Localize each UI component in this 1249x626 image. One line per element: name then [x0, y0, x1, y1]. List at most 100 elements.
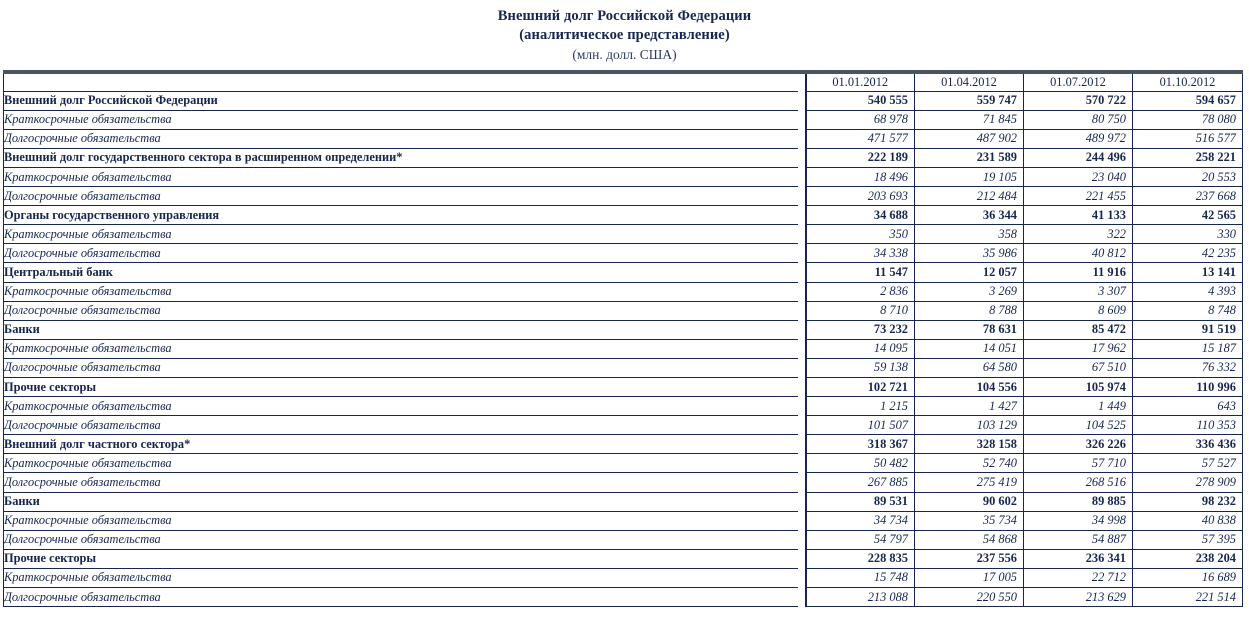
row-value: 278 909: [1132, 472, 1243, 493]
row-value: 237 556: [914, 549, 1024, 569]
table-row: Долгосрочные обязательства 54 797 54 868 54…: [3, 530, 1243, 550]
row-value: 322: [1023, 224, 1133, 245]
row-spacer-cell: [797, 492, 807, 512]
row-value: 80 750: [1023, 110, 1133, 130]
row-spacer-cell: [797, 224, 807, 244]
row-value: 104 556: [914, 377, 1024, 398]
row-value: 221 455: [1023, 186, 1133, 207]
row-label: Центральный банк: [3, 262, 798, 283]
header-spacer-cell: [797, 72, 807, 92]
row-value: 12 057: [914, 262, 1024, 283]
row-value: 89 531: [805, 492, 915, 512]
row-label: Банки: [3, 320, 798, 340]
table-row: Долгосрочные обязательства 213 088 220 550…: [3, 587, 1243, 608]
page-title: Внешний долг Российской Федерации: [497, 8, 752, 24]
row-label: Долгосрочные обязательства: [3, 301, 798, 321]
row-value: 78 080: [1132, 110, 1243, 130]
row-value: 267 885: [805, 472, 915, 493]
row-value: 18 496: [805, 167, 915, 188]
row-spacer-cell: [797, 511, 807, 531]
row-value: 50 482: [805, 453, 915, 474]
column-header-0: 01.01.2012: [805, 72, 915, 92]
table-row: Прочие секторы 228 835 237 556 236 341 238 2…: [3, 549, 1243, 569]
row-label: Долгосрочные обязательства: [3, 587, 798, 608]
row-label: Банки: [3, 492, 798, 512]
row-value: 489 972: [1023, 129, 1133, 149]
row-value: 1 427: [914, 396, 1024, 417]
table-row: Центральный банк 11 547 12 057 11 916 13 141: [3, 262, 1243, 283]
table-row: Краткосрочные обязательства 15 748 17 005 2…: [3, 568, 1243, 589]
row-value: 35 986: [914, 243, 1024, 264]
row-value: 76 332: [1132, 358, 1243, 379]
header-corner-cell: [3, 72, 798, 92]
row-value: 102 721: [805, 377, 915, 398]
row-label: Краткосрочные обязательства: [3, 453, 798, 474]
row-label: Долгосрочные обязательства: [3, 129, 798, 149]
table-row: Краткосрочные обязательства 2 836 3 269 3 3…: [3, 282, 1243, 302]
table-row: Краткосрочные обязательства 14 095 14 051 1…: [3, 339, 1243, 359]
row-value: 228 835: [805, 549, 915, 569]
row-value: 268 516: [1023, 472, 1133, 493]
column-header-2: 01.07.2012: [1023, 72, 1133, 92]
row-value: 3 307: [1023, 282, 1133, 302]
row-value: 330: [1132, 224, 1243, 245]
table-row: Долгосрочные обязательства 101 507 103 129…: [3, 415, 1243, 436]
row-value: 8 710: [805, 301, 915, 321]
row-label: Долгосрочные обязательства: [3, 530, 798, 550]
row-value: 222 189: [805, 148, 915, 168]
row-label: Краткосрочные обязательства: [3, 511, 798, 531]
table-row: Прочие секторы 102 721 104 556 105 974 110 9…: [3, 377, 1243, 398]
row-value: 91 519: [1132, 320, 1243, 340]
row-spacer-cell: [797, 167, 807, 187]
row-value: 318 367: [805, 434, 915, 455]
row-value: 213 629: [1023, 587, 1133, 608]
table-header-row: 01.01.2012 01.04.2012 01.07.2012 01.10.2…: [3, 72, 1243, 92]
row-value: 34 338: [805, 243, 915, 264]
row-value: 570 722: [1023, 91, 1133, 111]
row-value: 237 668: [1132, 186, 1243, 207]
row-value: 15 187: [1132, 339, 1243, 359]
row-label: Прочие секторы: [3, 549, 798, 569]
row-spacer-cell: [797, 549, 807, 569]
table-row: Банки 89 531 90 602 89 885 98 232: [3, 492, 1243, 512]
row-value: 105 974: [1023, 377, 1133, 398]
table-row: Органы государственного управления 34 688…: [3, 205, 1243, 226]
row-value: 17 962: [1023, 339, 1133, 359]
row-value: 73 232: [805, 320, 915, 340]
page-units: (млн. долл. США): [572, 47, 677, 62]
row-value: 90 602: [914, 492, 1024, 512]
row-spacer-cell: [797, 243, 807, 263]
table-row: Долгосрочные обязательства 267 885 275 419…: [3, 472, 1243, 493]
row-value: 328 158: [914, 434, 1024, 455]
row-label: Внешний долг частного сектора*: [3, 434, 798, 455]
row-value: 14 051: [914, 339, 1024, 359]
row-value: 238 204: [1132, 549, 1243, 569]
row-value: 221 514: [1132, 587, 1243, 608]
row-spacer-cell: [797, 339, 807, 359]
table-row: Краткосрочные обязательства 350 358 322 330: [3, 224, 1243, 245]
row-value: 71 845: [914, 110, 1024, 130]
table-header: 01.01.2012 01.04.2012 01.07.2012 01.10.2…: [3, 72, 1243, 92]
table-row: Краткосрочные обязательства 18 496 19 105 2…: [3, 167, 1243, 188]
row-value: 8 788: [914, 301, 1024, 321]
column-header-1: 01.04.2012: [914, 72, 1024, 92]
row-spacer-cell: [797, 301, 807, 321]
row-value: 471 577: [805, 129, 915, 149]
row-value: 3 269: [914, 282, 1024, 302]
row-value: 275 419: [914, 472, 1024, 493]
row-value: 54 868: [914, 530, 1024, 550]
row-value: 54 887: [1023, 530, 1133, 550]
row-value: 40 812: [1023, 243, 1133, 264]
row-label: Долгосрочные обязательства: [3, 358, 798, 379]
row-value: 78 631: [914, 320, 1024, 340]
row-value: 231 589: [914, 148, 1024, 168]
row-value: 203 693: [805, 186, 915, 207]
row-value: 236 341: [1023, 549, 1133, 569]
row-spacer-cell: [797, 453, 807, 473]
row-value: 17 005: [914, 568, 1024, 589]
row-spacer-cell: [797, 186, 807, 206]
row-label: Долгосрочные обязательства: [3, 186, 798, 207]
row-value: 41 133: [1023, 205, 1133, 226]
row-spacer-cell: [797, 568, 807, 588]
row-spacer-cell: [797, 320, 807, 340]
